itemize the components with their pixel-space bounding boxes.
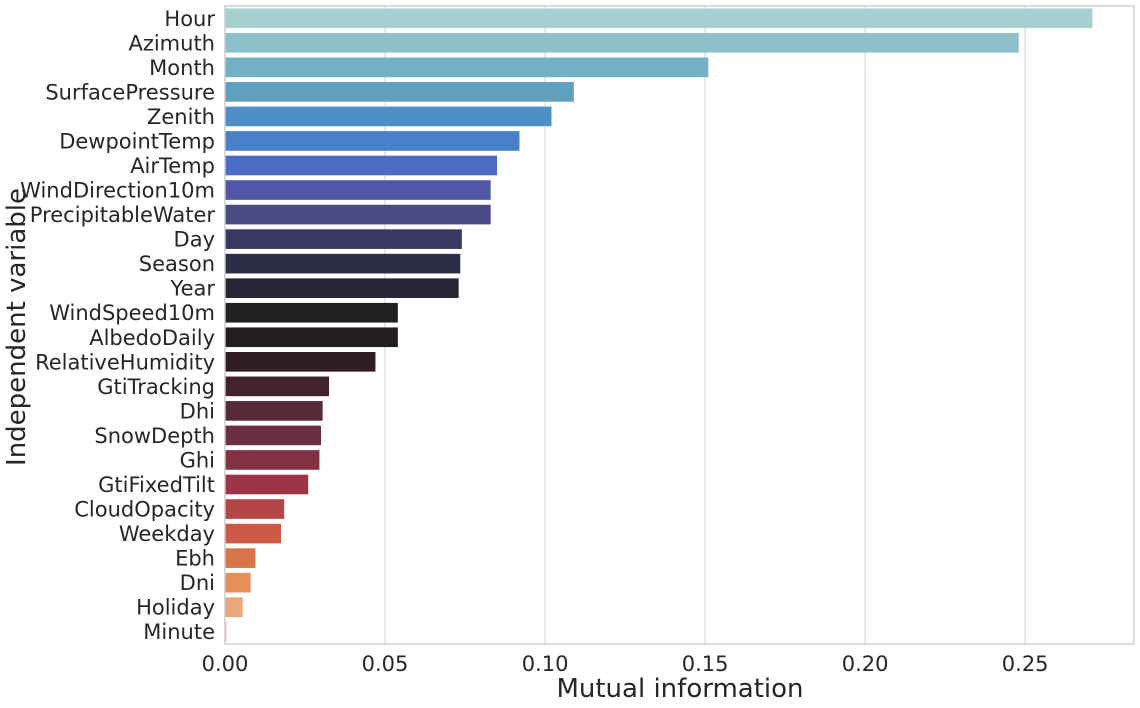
y-tick-label-year: Year bbox=[170, 277, 216, 301]
bar-ghi bbox=[225, 450, 319, 470]
y-tick-label-zenith: Zenith bbox=[147, 105, 215, 129]
bar-dhi bbox=[225, 401, 323, 421]
bar-air-temp bbox=[225, 156, 497, 176]
y-tick-label-season: Season bbox=[139, 252, 215, 276]
y-tick-label-holiday: Holiday bbox=[136, 596, 215, 620]
bar-zenith bbox=[225, 107, 551, 127]
bar-dewpoint-temp bbox=[225, 131, 519, 151]
bar-weekday bbox=[225, 524, 281, 544]
y-tick-label-surface-pressure: SurfacePressure bbox=[45, 80, 215, 104]
y-tick-label-wind-direction10m: WindDirection10m bbox=[20, 179, 215, 203]
y-tick-label-ebh: Ebh bbox=[175, 547, 215, 571]
y-tick-label-month: Month bbox=[149, 56, 215, 80]
y-tick-label-albedo-daily: AlbedoDaily bbox=[89, 326, 215, 350]
bar-precipitable-water bbox=[225, 205, 491, 225]
bar-month bbox=[225, 58, 708, 78]
x-tick-labels: 0.00 0.05 0.10 0.15 0.20 0.25 bbox=[202, 652, 1049, 676]
bar-snow-depth bbox=[225, 426, 321, 446]
bar-year bbox=[225, 278, 459, 298]
y-tick-label-hour: Hour bbox=[164, 7, 215, 31]
x-axis-label: Mutual information bbox=[556, 674, 803, 704]
y-tick-label-dewpoint-temp: DewpointTemp bbox=[59, 129, 215, 153]
y-tick-labels: HourAzimuthMonthSurfacePressureZenithDew… bbox=[20, 7, 215, 644]
y-tick-label-azimuth: Azimuth bbox=[128, 31, 215, 55]
bars bbox=[225, 8, 1092, 641]
y-axis-label: Independent variable bbox=[2, 188, 32, 466]
y-tick-label-wind-speed10m: WindSpeed10m bbox=[49, 301, 215, 325]
x-tick-label-4: 0.20 bbox=[842, 652, 889, 676]
y-tick-label-day: Day bbox=[174, 228, 215, 252]
y-tick-label-precipitable-water: PrecipitableWater bbox=[30, 203, 216, 227]
x-tick-label-2: 0.10 bbox=[522, 652, 569, 676]
x-tick-label-5: 0.25 bbox=[1002, 652, 1049, 676]
x-tick-label-0: 0.00 bbox=[202, 652, 249, 676]
bar-ebh bbox=[225, 548, 255, 568]
bar-relative-humidity bbox=[225, 352, 375, 372]
bar-gti-tracking bbox=[225, 377, 329, 397]
y-tick-label-snow-depth: SnowDepth bbox=[94, 424, 215, 448]
bar-wind-direction10m bbox=[225, 180, 491, 200]
bar-azimuth bbox=[225, 33, 1019, 53]
bar-cloud-opacity bbox=[225, 499, 284, 519]
x-tick-label-3: 0.15 bbox=[682, 652, 729, 676]
bar-wind-speed10m bbox=[225, 303, 398, 323]
bar-dni bbox=[225, 573, 251, 593]
y-tick-label-gti-tracking: GtiTracking bbox=[97, 375, 215, 399]
y-tick-label-minute: Minute bbox=[143, 620, 215, 644]
y-tick-label-air-temp: AirTemp bbox=[130, 154, 215, 178]
y-tick-label-dni: Dni bbox=[180, 571, 215, 595]
y-tick-label-dhi: Dhi bbox=[180, 399, 215, 423]
y-tick-label-weekday: Weekday bbox=[119, 522, 215, 546]
y-tick-label-gti-fixed-tilt: GtiFixedTilt bbox=[98, 473, 215, 497]
y-tick-label-cloud-opacity: CloudOpacity bbox=[74, 498, 215, 522]
bar-hour bbox=[225, 8, 1092, 28]
x-tick-label-1: 0.05 bbox=[362, 652, 409, 676]
y-tick-label-relative-humidity: RelativeHumidity bbox=[35, 350, 215, 374]
bar-albedo-daily bbox=[225, 327, 398, 347]
bar-surface-pressure bbox=[225, 82, 574, 102]
bar-gti-fixed-tilt bbox=[225, 475, 308, 495]
bar-season bbox=[225, 254, 460, 274]
y-tick-label-ghi: Ghi bbox=[180, 448, 215, 472]
bar-day bbox=[225, 229, 462, 249]
bar-holiday bbox=[225, 597, 243, 617]
